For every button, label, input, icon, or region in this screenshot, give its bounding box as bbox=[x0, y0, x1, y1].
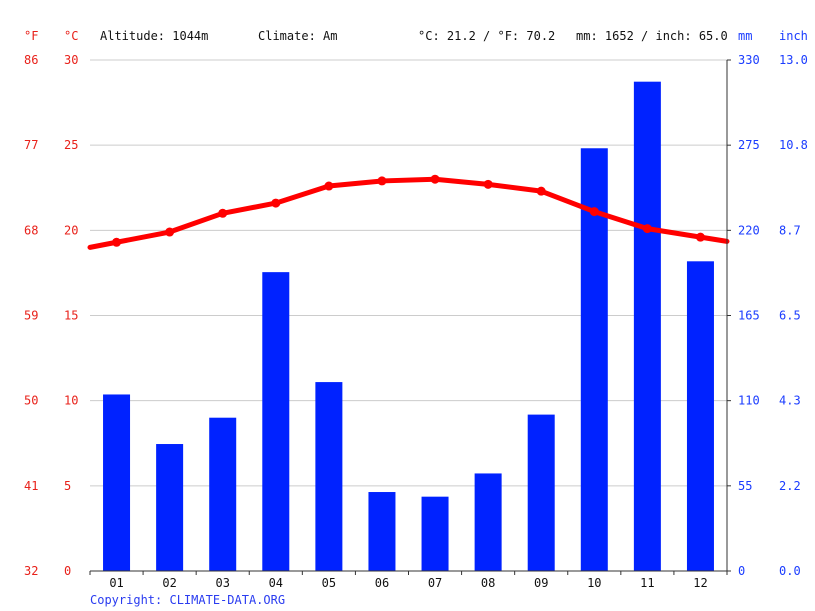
tick-label-inch: 10.8 bbox=[779, 138, 808, 152]
precipitation-bar bbox=[209, 417, 237, 571]
tick-label-inch: 2.2 bbox=[779, 479, 801, 493]
month-label: 04 bbox=[269, 576, 283, 590]
copyright-link[interactable]: Copyright: CLIMATE-DATA.ORG bbox=[90, 593, 285, 607]
precipitation-bar bbox=[686, 261, 714, 571]
precipitation-bar bbox=[103, 394, 131, 571]
tick-label-fahrenheit: 32 bbox=[24, 564, 38, 578]
celsius-unit-label: °C bbox=[64, 29, 78, 43]
temperature-point bbox=[642, 224, 652, 234]
altitude-label: Altitude: 1044m bbox=[100, 29, 208, 43]
month-label: 03 bbox=[215, 576, 229, 590]
precipitation-bar bbox=[421, 496, 449, 571]
temperature-point bbox=[324, 181, 334, 191]
temperature-point bbox=[165, 227, 175, 237]
mm-unit-label: mm bbox=[738, 29, 752, 43]
precipitation-bar bbox=[368, 492, 396, 571]
month-label: 10 bbox=[587, 576, 601, 590]
tick-label-celsius: 10 bbox=[64, 394, 78, 408]
tick-label-inch: 4.3 bbox=[779, 394, 801, 408]
tick-labels: 32 0 0 0.041 5 55 2.250 10 110 4.359 15 165 6.568 20 2… bbox=[24, 53, 808, 590]
temperature-point bbox=[589, 207, 599, 217]
temperature-point bbox=[536, 186, 546, 196]
precipitation-bars bbox=[103, 81, 714, 572]
temperature-line bbox=[87, 174, 730, 250]
tick-label-fahrenheit: 59 bbox=[24, 309, 38, 323]
precipitation-bar bbox=[262, 272, 290, 571]
tick-label-mm: 0 bbox=[738, 564, 745, 578]
precipitation-summary: mm: 1652 / inch: 65.0 bbox=[576, 29, 728, 43]
tick-label-mm: 330 bbox=[738, 53, 760, 67]
fahrenheit-unit-label: °F bbox=[24, 29, 38, 43]
month-label: 01 bbox=[109, 576, 123, 590]
tick-label-mm: 110 bbox=[738, 394, 760, 408]
month-label: 02 bbox=[162, 576, 176, 590]
tick-label-celsius: 25 bbox=[64, 138, 78, 152]
tick-label-inch: 6.5 bbox=[779, 309, 801, 323]
precipitation-bar bbox=[580, 148, 608, 571]
tick-label-inch: 0.0 bbox=[779, 564, 801, 578]
temperature-point bbox=[112, 237, 122, 247]
temperature-point bbox=[271, 198, 281, 208]
tick-label-celsius: 5 bbox=[64, 479, 71, 493]
tick-label-fahrenheit: 77 bbox=[24, 138, 38, 152]
temperature-point bbox=[218, 208, 228, 218]
temperature-point bbox=[483, 179, 493, 189]
axes bbox=[89, 59, 731, 575]
tick-label-fahrenheit: 86 bbox=[24, 53, 38, 67]
tick-label-mm: 165 bbox=[738, 309, 760, 323]
tick-label-fahrenheit: 68 bbox=[24, 223, 38, 237]
tick-label-inch: 8.7 bbox=[779, 223, 801, 237]
month-label: 08 bbox=[481, 576, 495, 590]
precipitation-bar bbox=[633, 81, 661, 572]
climate-label: Climate: Am bbox=[258, 29, 337, 43]
precipitation-bar bbox=[474, 473, 502, 571]
tick-label-mm: 55 bbox=[738, 479, 752, 493]
tick-label-celsius: 0 bbox=[64, 564, 71, 578]
tick-label-inch: 13.0 bbox=[779, 53, 808, 67]
precipitation-bar bbox=[156, 444, 184, 571]
temperature-point bbox=[695, 232, 705, 242]
month-label: 09 bbox=[534, 576, 548, 590]
temperature-point bbox=[430, 174, 440, 184]
precipitation-bar bbox=[315, 382, 343, 571]
tick-label-celsius: 30 bbox=[64, 53, 78, 67]
month-label: 11 bbox=[640, 576, 654, 590]
month-label: 07 bbox=[428, 576, 442, 590]
tick-label-mm: 275 bbox=[738, 138, 760, 152]
month-label: 05 bbox=[322, 576, 336, 590]
tick-label-fahrenheit: 50 bbox=[24, 394, 38, 408]
inch-unit-label: inch bbox=[779, 29, 808, 43]
tick-label-mm: 220 bbox=[738, 223, 760, 237]
tick-label-celsius: 15 bbox=[64, 309, 78, 323]
temperature-series-line bbox=[87, 176, 730, 250]
tick-label-fahrenheit: 41 bbox=[24, 479, 38, 493]
precipitation-bar bbox=[527, 414, 555, 571]
month-label: 06 bbox=[375, 576, 389, 590]
month-label: 12 bbox=[693, 576, 707, 590]
temperature-summary: °C: 21.2 / °F: 70.2 bbox=[418, 29, 555, 43]
tick-label-celsius: 20 bbox=[64, 223, 78, 237]
gridlines bbox=[90, 59, 727, 487]
temperature-point bbox=[377, 176, 387, 186]
